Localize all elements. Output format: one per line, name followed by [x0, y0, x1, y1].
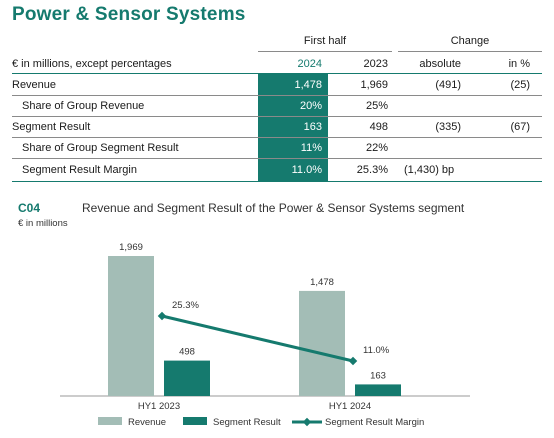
col-2023-header: 2023	[363, 58, 388, 70]
row-label: Segment Result	[12, 121, 91, 133]
margin-data-label: 25.3%	[172, 300, 199, 311]
cell-2023: 25.3%	[356, 164, 388, 176]
row-rule	[12, 158, 542, 159]
header-first-half: First half	[303, 35, 347, 47]
row-rule	[12, 116, 542, 117]
cell-absolute: (335)	[435, 121, 461, 133]
row-rule	[12, 137, 542, 138]
legend-revenue-label: Revenue	[128, 417, 166, 428]
legend-segment-label: Segment Result	[213, 417, 281, 428]
margin-line	[161, 314, 354, 363]
revenue-bar	[299, 290, 345, 396]
cell-2024: 20%	[299, 100, 322, 112]
revenue-bar	[108, 256, 154, 396]
legend-margin-marker	[302, 417, 312, 427]
legend-revenue-swatch	[98, 417, 122, 425]
chart-code: C04	[18, 201, 41, 215]
cell-2024: 163	[303, 121, 322, 133]
divider-first-half	[258, 51, 392, 52]
header-rule	[12, 73, 542, 74]
row-rule	[12, 95, 542, 96]
row-label: Segment Result Margin	[22, 164, 137, 176]
chart-unit: € in millions	[18, 218, 68, 229]
col-absolute-header: absolute	[419, 58, 461, 70]
segment-result-bar	[355, 384, 401, 396]
bar-data-label: 498	[179, 347, 195, 358]
highlight-column-2024	[258, 74, 328, 181]
col-2024-header: 2024	[297, 58, 322, 70]
page-title: Power & Sensor Systems	[12, 4, 246, 25]
margin-data-label: 11.0%	[363, 345, 390, 356]
cell-2024: 1,478	[294, 79, 322, 91]
col-pct-header: in %	[508, 58, 530, 70]
legend-margin-label: Segment Result Margin	[325, 417, 424, 428]
margin-point	[157, 311, 167, 321]
category-tick-label: HY1 2024	[329, 401, 371, 412]
cell-2023: 1,969	[360, 79, 388, 91]
row-label: Share of Group Segment Result	[22, 142, 179, 154]
margin-point	[348, 356, 358, 366]
cell-2024: 11.0%	[291, 164, 322, 176]
cell-2023: 498	[369, 121, 388, 133]
divider-change	[398, 51, 542, 52]
cell-2024: 11%	[300, 142, 322, 154]
cell-2023: 25%	[365, 100, 388, 112]
table-bottom-rule	[12, 181, 542, 182]
cell-2023: 22%	[365, 142, 388, 154]
cell-absolute: (1,430) bp	[404, 164, 455, 176]
chart-title: Revenue and Segment Result of the Power …	[82, 201, 465, 215]
header-change: Change	[450, 35, 490, 47]
row-label: Revenue	[12, 79, 57, 91]
segment-result-bar	[164, 360, 210, 396]
bar-data-label: 1,969	[119, 242, 143, 253]
cell-pct: (67)	[510, 121, 530, 133]
bar-data-label: 163	[370, 370, 386, 381]
category-tick-label: HY1 2023	[138, 401, 180, 412]
bar-data-label: 1,478	[310, 277, 334, 288]
cell-absolute: (491)	[435, 79, 461, 91]
row-label: Share of Group Revenue	[22, 100, 145, 112]
cell-pct: (25)	[510, 79, 530, 91]
unit-label: € in millions, except percentages	[12, 58, 172, 70]
legend-segment-swatch	[183, 417, 207, 425]
